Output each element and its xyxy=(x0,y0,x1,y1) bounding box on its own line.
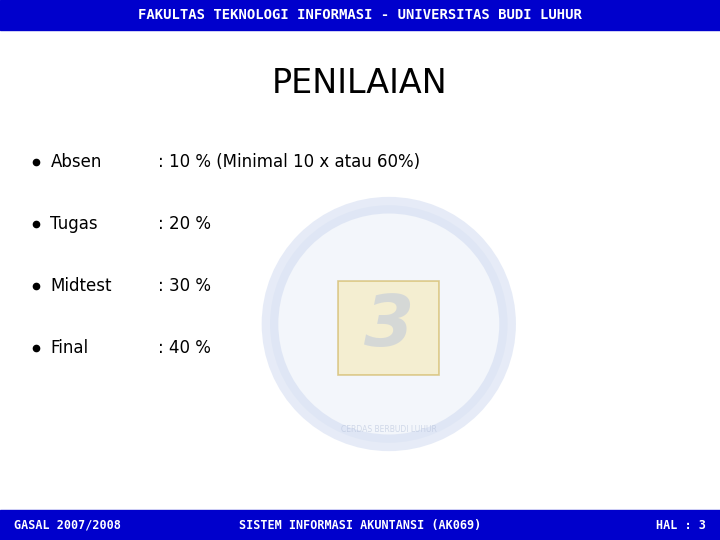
Ellipse shape xyxy=(270,205,508,443)
Text: CERDAS BERBUDI LUHUR: CERDAS BERBUDI LUHUR xyxy=(341,425,437,434)
Text: SISTEM INFORMASI AKUNTANSI (AK069): SISTEM INFORMASI AKUNTANSI (AK069) xyxy=(239,518,481,532)
Text: : 20 %: : 20 % xyxy=(158,215,212,233)
Text: Midtest: Midtest xyxy=(50,277,112,295)
Text: : 40 %: : 40 % xyxy=(158,339,211,357)
Text: Final: Final xyxy=(50,339,89,357)
Text: : 30 %: : 30 % xyxy=(158,277,212,295)
Text: 3: 3 xyxy=(364,292,414,361)
Text: HAL : 3: HAL : 3 xyxy=(656,518,706,532)
Text: Tugas: Tugas xyxy=(50,215,98,233)
Text: PENILAIAN: PENILAIAN xyxy=(272,67,448,100)
Text: FAKULTAS TEKNOLOGI INFORMASI - UNIVERSITAS BUDI LUHUR: FAKULTAS TEKNOLOGI INFORMASI - UNIVERSIT… xyxy=(138,8,582,22)
Bar xyxy=(0,510,720,540)
Text: Absen: Absen xyxy=(50,153,102,171)
Bar xyxy=(0,0,720,30)
FancyBboxPatch shape xyxy=(338,281,439,375)
Text: GASAL 2007/2008: GASAL 2007/2008 xyxy=(14,518,121,532)
Text: : 10 % (Minimal 10 x atau 60%): : 10 % (Minimal 10 x atau 60%) xyxy=(158,153,420,171)
